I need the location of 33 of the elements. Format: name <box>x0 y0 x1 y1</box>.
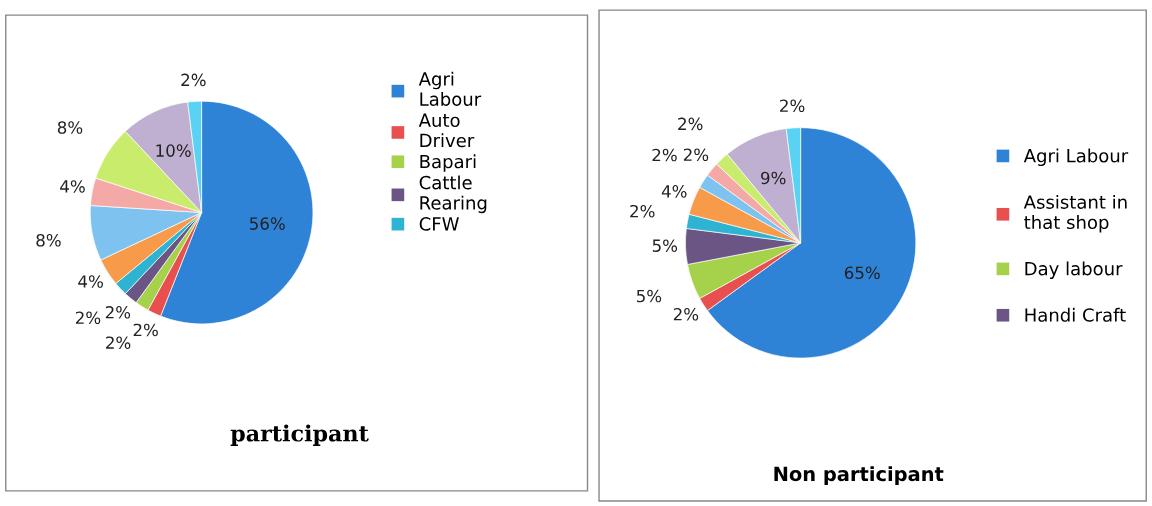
data-label: 4% <box>60 180 85 193</box>
data-label: 2% <box>133 323 158 337</box>
data-label: 2% <box>673 307 699 321</box>
data-label: 2% <box>683 148 709 162</box>
text: Non participant <box>774 466 944 486</box>
data-label: 2% <box>181 73 206 87</box>
data-label: 4% <box>661 185 687 198</box>
legend-label: Auto Driver <box>418 113 475 148</box>
data-label: 2% <box>678 117 703 131</box>
legend-label: Agri Labour <box>1023 148 1129 167</box>
data-label: 2% <box>75 311 101 325</box>
legend-label: CFW <box>419 217 459 231</box>
data-label: 65% <box>844 266 880 280</box>
data-label: 8% <box>57 121 83 134</box>
data-label: 56% <box>250 217 285 230</box>
data-label: 2% <box>105 306 131 319</box>
data-label: 4% <box>78 275 103 288</box>
data-label: 8% <box>36 233 61 247</box>
data-label: 2% <box>106 336 131 349</box>
data-label: 9% <box>761 171 786 185</box>
data-label: 5% <box>636 289 662 303</box>
legend-label: Bapari <box>420 154 476 172</box>
data-label: 10% <box>156 144 191 157</box>
legend-label: Day labour <box>1025 261 1123 279</box>
data-label: 5% <box>652 239 678 252</box>
data-label: 2% <box>652 148 677 162</box>
data-label: 2% <box>630 204 655 218</box>
text: participant <box>230 424 369 446</box>
data-label: 2% <box>780 99 805 113</box>
legend-label: Agri Labour <box>418 71 482 106</box>
legend-label: Assistant in that shop <box>1023 194 1127 233</box>
legend-label: Handi Craft <box>1025 307 1126 322</box>
legend-label: Cattle Rearing <box>419 175 487 214</box>
